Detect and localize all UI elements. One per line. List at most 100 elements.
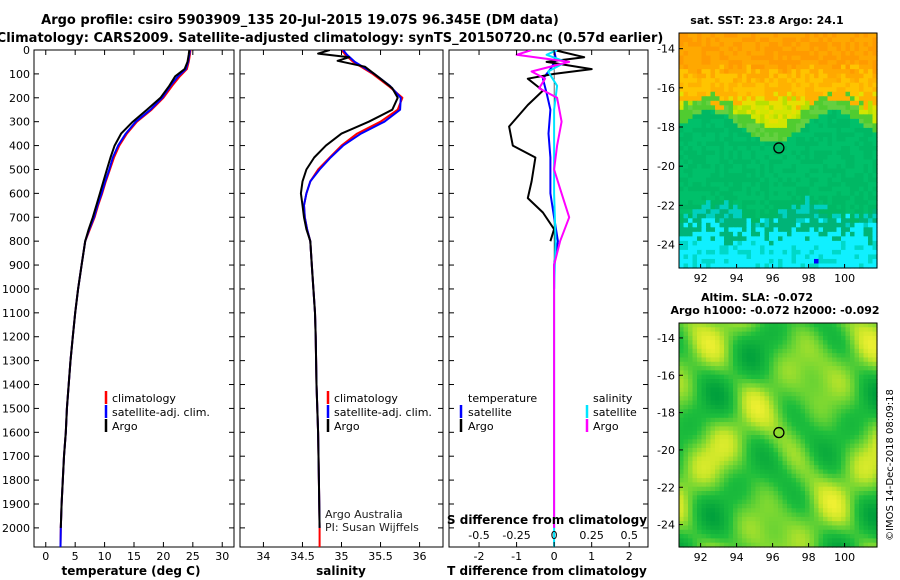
map-cell — [760, 323, 766, 328]
map-cell — [872, 323, 878, 328]
sla-title-line-2: Argo h1000: -0.072 h2000: -0.092 — [670, 304, 879, 317]
map-cell — [845, 127, 851, 134]
map-cell — [728, 503, 734, 509]
map-cell — [827, 396, 833, 402]
map-cell — [715, 245, 721, 251]
map-cell — [688, 396, 694, 402]
map-cell — [715, 353, 721, 359]
map-cell — [809, 195, 815, 201]
map-cell — [715, 254, 721, 260]
map-cell — [724, 323, 730, 328]
map-cell — [787, 105, 793, 111]
map-cell — [733, 258, 739, 265]
map-cell — [733, 422, 739, 427]
map-cell — [863, 200, 869, 206]
map-cell — [769, 482, 775, 488]
map-cell — [737, 245, 743, 251]
map-cell — [863, 100, 869, 106]
map-cell — [854, 96, 860, 102]
map-cell — [733, 465, 739, 471]
map-cell — [872, 542, 878, 548]
map-cell — [715, 96, 721, 102]
map-cell — [782, 491, 788, 496]
map-cell — [746, 46, 752, 52]
map-cell — [692, 430, 698, 436]
map-cell — [809, 150, 815, 156]
map-cell — [850, 525, 856, 531]
map-cell — [679, 452, 685, 458]
map-cell — [724, 460, 730, 466]
map-cell — [787, 426, 793, 432]
map-cell — [787, 366, 793, 371]
map-cell — [800, 231, 806, 237]
map-cell — [791, 422, 797, 427]
map-cell — [800, 396, 806, 402]
map-cell — [782, 150, 788, 156]
map-cell — [697, 542, 703, 548]
map-cell — [859, 409, 865, 415]
map-cell — [760, 155, 766, 161]
map-cell — [764, 173, 770, 179]
map-cell — [823, 231, 829, 237]
map-cell — [791, 64, 797, 70]
map-cell — [764, 435, 770, 440]
map-cell — [733, 323, 739, 328]
map-cell — [872, 400, 878, 406]
title-line-1: Argo profile: csiro 5903909_135 20-Jul-2… — [41, 13, 559, 28]
map-cell — [778, 191, 784, 197]
map-cell — [746, 422, 752, 427]
map-cell — [692, 542, 698, 548]
map-cell — [701, 383, 707, 389]
map-cell — [701, 391, 707, 397]
map-cell — [818, 222, 824, 228]
map-cell — [782, 258, 788, 265]
legend-s-satellite: satellite — [593, 406, 637, 419]
map-cell — [769, 495, 775, 501]
map-cell — [746, 409, 752, 415]
map-cell — [791, 508, 797, 514]
map-cell — [787, 503, 793, 509]
map-cell — [728, 78, 734, 84]
map-cell — [791, 132, 797, 138]
map-cell — [796, 254, 802, 260]
map-cell — [751, 366, 757, 371]
map-cell — [791, 525, 797, 531]
x-tick-label: 1 — [588, 550, 595, 563]
map-cell — [701, 452, 707, 458]
map-cell — [688, 370, 694, 376]
map-cell — [701, 123, 707, 129]
map-cell — [760, 51, 766, 57]
map-cell — [800, 33, 806, 39]
map-cell — [688, 534, 694, 539]
map-cell — [809, 404, 815, 410]
map-cell — [845, 435, 851, 440]
map-cell — [701, 499, 707, 505]
map-cell — [679, 73, 685, 79]
map-cell — [805, 456, 811, 462]
map-cell — [818, 168, 824, 174]
map-cell — [710, 60, 716, 66]
map-cell — [688, 263, 694, 269]
map-cell — [728, 486, 734, 492]
map-cell — [737, 37, 743, 43]
map-cell — [769, 366, 775, 371]
map-cell — [769, 409, 775, 415]
map-cell — [728, 132, 734, 138]
map-cell — [854, 73, 860, 79]
map-cell — [872, 344, 878, 350]
map-cell — [737, 236, 743, 242]
map-cell — [778, 236, 784, 242]
map-cell — [778, 344, 784, 350]
map-cell — [773, 249, 779, 256]
map-cell — [710, 534, 716, 539]
map-cell — [854, 100, 860, 106]
map-cell — [701, 422, 707, 427]
map-cell — [728, 348, 734, 354]
map-cell — [805, 508, 811, 514]
map-cell — [818, 447, 824, 453]
map-cell — [710, 150, 716, 156]
map-cell — [683, 495, 689, 501]
map-cell — [728, 249, 734, 256]
map-cell — [683, 447, 689, 453]
map-cell — [742, 96, 748, 102]
